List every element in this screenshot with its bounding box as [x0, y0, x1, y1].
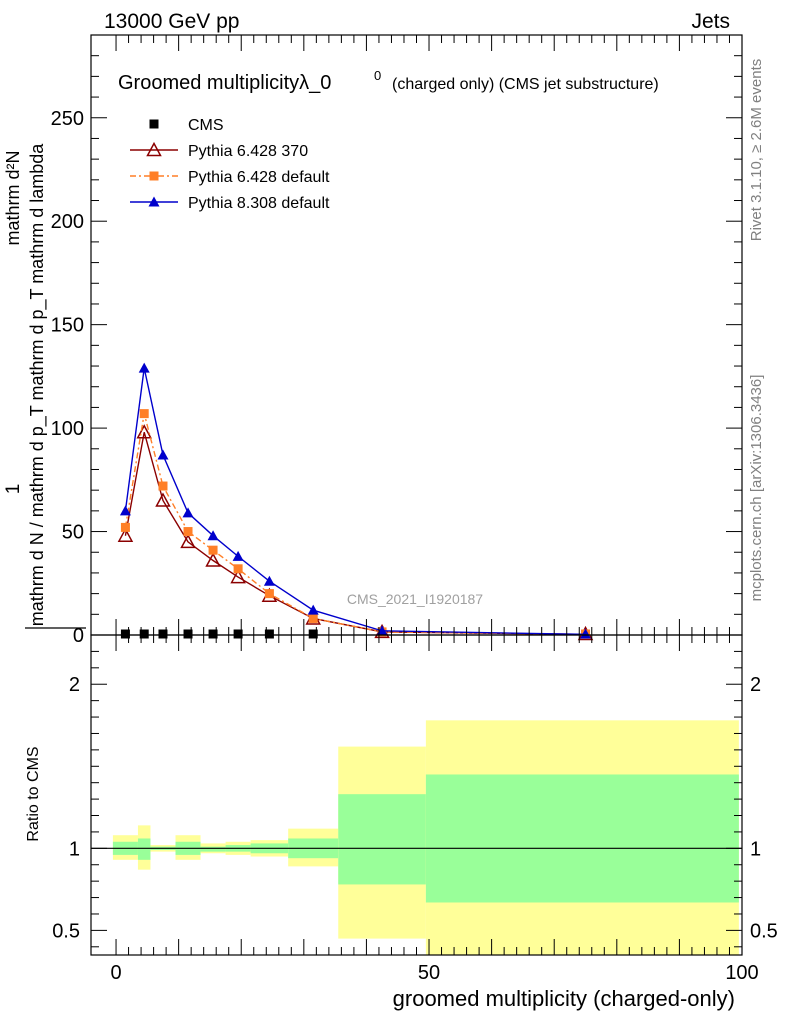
- main-subtitle: (charged only) (CMS jet substructure): [392, 76, 659, 93]
- data-point: [139, 409, 149, 419]
- data-point: [263, 575, 275, 586]
- y-axis-label-numerator: 1: [3, 484, 24, 495]
- data-point: [120, 522, 130, 532]
- legend-marker: [148, 196, 160, 207]
- data-point: [158, 481, 168, 491]
- data-point: [136, 424, 152, 439]
- header-left: 13000 GeV pp: [104, 10, 239, 33]
- data-point: [233, 564, 243, 574]
- x-ticks: 0 50 100: [110, 35, 759, 984]
- legend-label: CMS: [188, 117, 224, 134]
- legend-label: Pythia 6.428 default: [188, 169, 330, 186]
- data-point: [208, 545, 218, 555]
- ratio-y-tick-label: 0.5: [52, 920, 80, 942]
- data-point: [207, 530, 219, 541]
- legend: CMS Pythia 6.428 370 Pythia 6.428 default P…: [130, 117, 330, 212]
- data-point: [205, 552, 221, 567]
- data-point: [180, 533, 196, 549]
- data-point: [139, 629, 149, 639]
- data-point: [264, 589, 274, 599]
- legend-marker: [146, 141, 162, 157]
- data-point: [158, 629, 168, 639]
- watermark: CMS_2021_I1920187: [347, 591, 483, 607]
- y-axis-label-numerator-2: mathrm d²N: [3, 150, 23, 245]
- series-line: [124, 367, 586, 636]
- ratio-y-tick-label-right: 0.5: [750, 920, 778, 942]
- data-point: [157, 449, 169, 460]
- ratio-y-label: Ratio to CMS: [25, 746, 42, 841]
- x-tick-label: 50: [418, 962, 440, 984]
- main-title: Groomed multiplicityλ_0: [118, 72, 331, 94]
- x-axis-label: groomed multiplicity (charged-only): [393, 986, 735, 1011]
- ratio-plot: Ratio to CMS groomed multiplicity (charg…: [25, 650, 778, 1011]
- data-point: [183, 527, 193, 537]
- data-point: [183, 629, 193, 639]
- x-tick-label: 100: [725, 962, 758, 984]
- mcplots-label: mcplots.cern.ch [arXiv:1306.3436]: [748, 375, 765, 602]
- ratio-y-tick-label: 2: [69, 674, 80, 696]
- main-plot: Groomed multiplicityλ_0 0 (charged only)…: [3, 55, 742, 647]
- legend-marker: [149, 171, 159, 181]
- ratio-y-tick-label-right: 1: [750, 838, 761, 860]
- y-tick-label: 200: [51, 211, 84, 233]
- data-point: [117, 527, 134, 542]
- legend-marker: [149, 119, 159, 129]
- data-point: [230, 568, 246, 584]
- y-axis-label-denominator: mathrm d N / mathrm d p_T mathrm d p_T m…: [27, 143, 48, 626]
- ratio-band-inner: [338, 794, 426, 885]
- ratio-band-inner: [200, 846, 226, 852]
- legend-label: Pythia 6.428 370: [188, 143, 308, 160]
- y-tick-label: 250: [51, 108, 84, 130]
- y-tick-label: 0: [73, 625, 84, 647]
- data-point: [308, 629, 318, 639]
- data-point: [233, 629, 243, 639]
- data-point: [155, 492, 171, 507]
- y-tick-label: 50: [62, 522, 84, 544]
- series-line: [124, 413, 586, 636]
- series-0: [120, 629, 318, 639]
- data-point: [264, 629, 274, 639]
- rivet-label: Rivet 3.1.10, ≥ 2.6M events: [748, 59, 765, 242]
- legend-label: Pythia 8.308 default: [188, 195, 330, 212]
- ratio-bands: [112, 720, 739, 955]
- data-point: [308, 613, 318, 623]
- series-3: [119, 362, 592, 639]
- data-point: [307, 604, 319, 615]
- series-2: [120, 409, 591, 639]
- data-point: [208, 629, 218, 639]
- main-y-ticks: 0 50 100 150 200 250: [51, 55, 742, 647]
- ratio-band-inner: [137, 838, 151, 860]
- data-point: [120, 629, 130, 639]
- data-point: [138, 362, 150, 373]
- main-title-superscript: 0: [374, 68, 381, 83]
- ratio-y-ticks: 0.5 0.5 1 1 2 2: [52, 650, 778, 948]
- ratio-y-tick-label-right: 2: [750, 674, 761, 696]
- data-point: [182, 507, 194, 518]
- data-point: [580, 628, 592, 639]
- series-group: [117, 362, 594, 641]
- x-tick-label: 0: [110, 962, 121, 984]
- ratio-y-tick-label: 1: [69, 838, 80, 860]
- header-right: Jets: [691, 10, 730, 33]
- ratio-band-inner: [425, 774, 739, 903]
- y-tick-label: 100: [51, 418, 84, 440]
- data-point: [232, 550, 244, 561]
- y-tick-label: 150: [51, 315, 84, 337]
- data-point: [119, 505, 131, 516]
